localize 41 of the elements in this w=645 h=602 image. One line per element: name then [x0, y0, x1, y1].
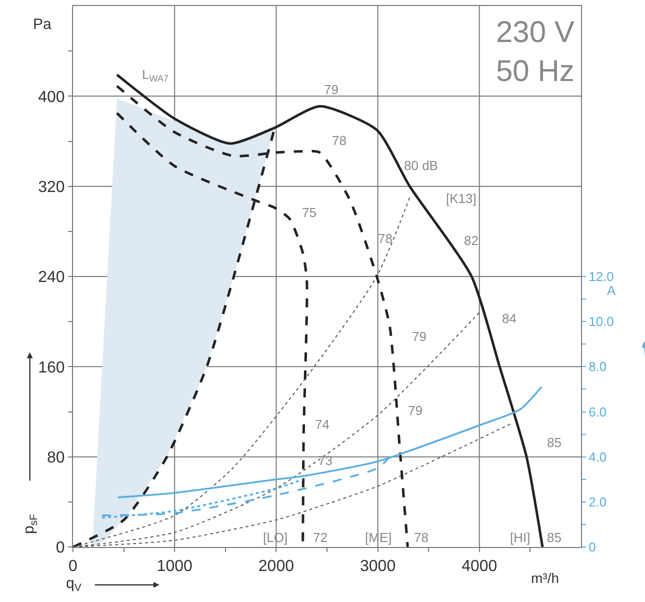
annotation: 230 V 50 Hz	[496, 16, 574, 88]
y-tick-label: 0	[56, 540, 65, 557]
y2-tick-label: 10.0	[588, 314, 614, 330]
annotation: [HI]	[510, 530, 530, 545]
annotation: [K13]	[446, 191, 476, 206]
x-tick-label: 3000	[360, 558, 396, 576]
annotation: 85	[547, 435, 562, 450]
annotation: 79	[324, 82, 338, 97]
y-tick-label: 400	[38, 88, 65, 106]
annotation: 75	[302, 205, 316, 220]
x-tick-label: 0	[68, 558, 78, 576]
annotation: L$_{WA7}$	[142, 67, 169, 84]
annotation: 79	[408, 403, 422, 418]
y2-tick-label: 2.0	[588, 494, 607, 510]
y2-tick-label: 0	[588, 540, 596, 555]
annotation: 78	[332, 133, 346, 148]
y-axis-title: Pa	[33, 16, 52, 33]
text: q$_{V}$	[66, 575, 82, 594]
annotation: 74	[315, 417, 330, 432]
annotation: 78	[414, 530, 428, 545]
annotation: 80 dB	[404, 158, 438, 173]
y-tick-label: 80	[47, 449, 65, 466]
y-tick-label: 160	[38, 359, 65, 376]
annotation: 85	[547, 530, 562, 545]
x-tick-label: 1000	[156, 558, 192, 576]
y-tick-label: 320	[38, 178, 65, 196]
y2-tick-label: 8.0	[588, 359, 607, 374]
annotation: 84	[502, 311, 516, 326]
y2-tick-label: 12.0	[588, 269, 614, 284]
y-tick-label: 240	[38, 269, 65, 286]
y2-tick-label: 4.0	[588, 449, 607, 464]
annotation: 73	[318, 453, 332, 468]
annotation: 79	[412, 329, 426, 344]
y2-tick-label: 6.0	[588, 404, 607, 420]
y2-axis-title: A	[607, 283, 616, 298]
annotation: 78	[378, 231, 392, 246]
x-tick-label: 2000	[258, 558, 294, 576]
annotation: 82	[464, 233, 478, 248]
x-axis-title: m³/h	[531, 570, 559, 586]
annotation: 72	[313, 530, 328, 545]
x-tick-label: 4000	[462, 558, 498, 576]
